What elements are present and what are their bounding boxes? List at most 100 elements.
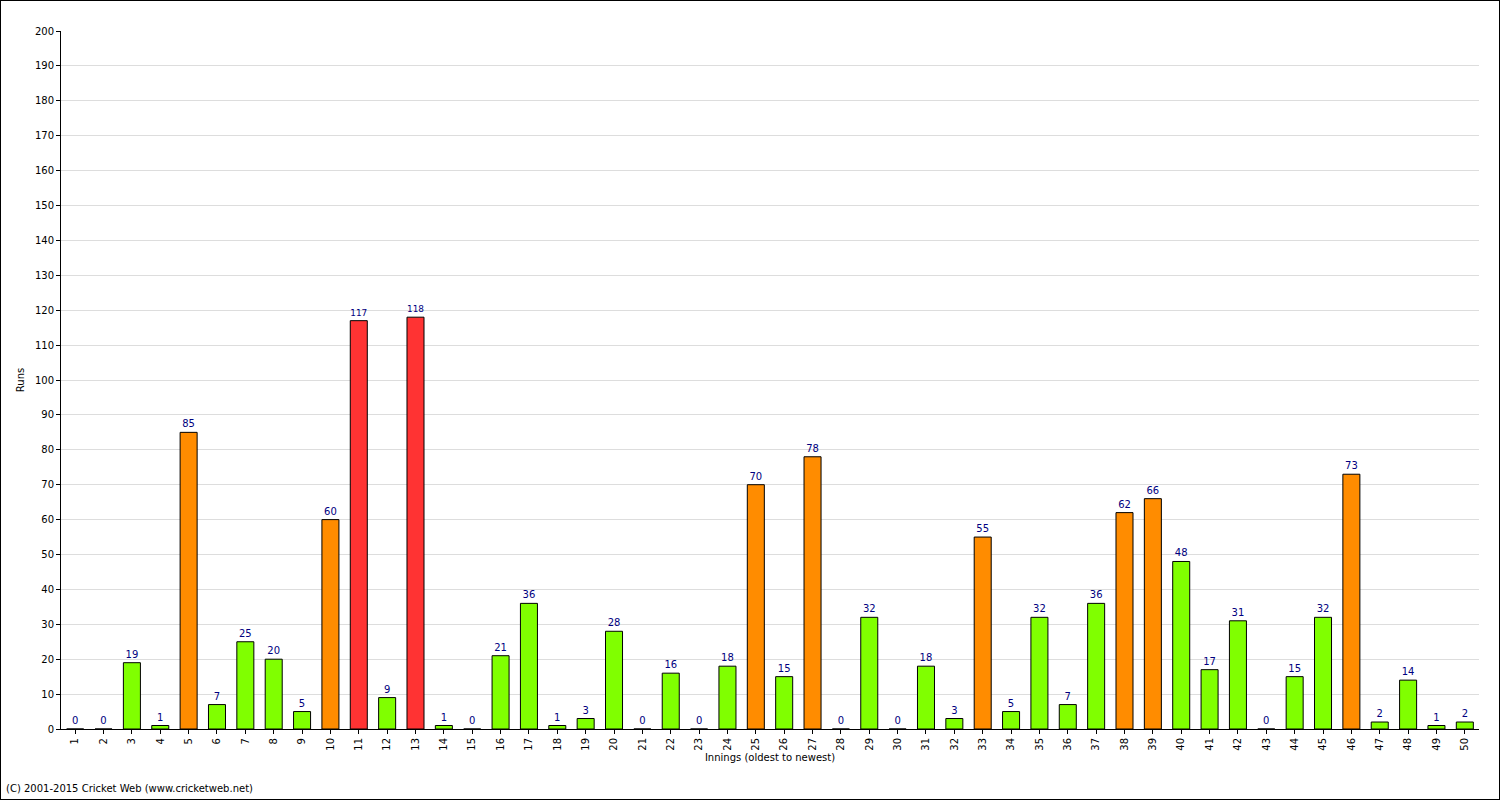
- svg-text:15: 15: [1288, 663, 1301, 674]
- svg-text:62: 62: [1118, 499, 1131, 510]
- svg-text:29: 29: [864, 738, 875, 751]
- svg-text:0: 0: [48, 724, 54, 735]
- svg-text:40: 40: [41, 584, 54, 595]
- svg-text:3: 3: [582, 705, 588, 716]
- svg-text:23: 23: [693, 738, 704, 751]
- svg-text:28: 28: [835, 738, 846, 751]
- svg-text:17: 17: [1203, 656, 1216, 667]
- svg-text:3: 3: [126, 738, 137, 744]
- svg-text:4: 4: [155, 738, 166, 744]
- svg-text:10: 10: [41, 689, 54, 700]
- svg-text:60: 60: [324, 506, 337, 517]
- svg-text:1: 1: [554, 712, 560, 723]
- svg-text:Innings (oldest to newest): Innings (oldest to newest): [705, 752, 835, 763]
- svg-text:0: 0: [1263, 715, 1269, 726]
- svg-text:8: 8: [268, 738, 279, 744]
- svg-text:13: 13: [410, 738, 421, 751]
- svg-text:33: 33: [977, 738, 988, 751]
- svg-text:24: 24: [722, 738, 733, 751]
- svg-text:25: 25: [239, 628, 252, 639]
- svg-text:2: 2: [1462, 708, 1468, 719]
- svg-text:26: 26: [778, 738, 789, 751]
- svg-text:66: 66: [1146, 485, 1159, 496]
- svg-text:170: 170: [35, 130, 54, 141]
- svg-text:17: 17: [523, 738, 534, 751]
- svg-text:12: 12: [381, 738, 392, 751]
- svg-text:0: 0: [894, 715, 900, 726]
- svg-text:110: 110: [35, 340, 54, 351]
- svg-text:18: 18: [721, 652, 734, 663]
- svg-text:32: 32: [1033, 603, 1046, 614]
- svg-text:200: 200: [35, 26, 54, 37]
- svg-text:48: 48: [1402, 738, 1413, 751]
- svg-text:180: 180: [35, 95, 54, 106]
- svg-text:15: 15: [466, 738, 477, 751]
- svg-text:118: 118: [407, 304, 424, 314]
- svg-text:90: 90: [41, 409, 54, 420]
- svg-text:45: 45: [1317, 738, 1328, 751]
- svg-text:3: 3: [951, 705, 957, 716]
- svg-text:140: 140: [35, 235, 54, 246]
- svg-text:70: 70: [749, 471, 762, 482]
- svg-text:2: 2: [1377, 708, 1383, 719]
- svg-text:36: 36: [1062, 738, 1073, 751]
- svg-text:19: 19: [126, 649, 139, 660]
- svg-text:46: 46: [1346, 738, 1357, 751]
- svg-text:15: 15: [778, 663, 791, 674]
- svg-text:5: 5: [1008, 698, 1014, 709]
- svg-text:78: 78: [806, 443, 819, 454]
- svg-text:20: 20: [608, 738, 619, 751]
- svg-text:0: 0: [838, 715, 844, 726]
- svg-text:(C) 2001-2015 Cricket Web (www: (C) 2001-2015 Cricket Web (www.cricketwe…: [6, 783, 253, 794]
- svg-text:25: 25: [750, 738, 761, 751]
- svg-text:7: 7: [214, 691, 220, 702]
- svg-text:32: 32: [863, 603, 876, 614]
- svg-text:43: 43: [1261, 738, 1272, 751]
- svg-text:1: 1: [157, 712, 163, 723]
- svg-text:130: 130: [35, 270, 54, 281]
- svg-text:10: 10: [325, 738, 336, 751]
- svg-text:41: 41: [1204, 738, 1215, 751]
- svg-text:40: 40: [1175, 738, 1186, 751]
- svg-text:49: 49: [1431, 738, 1442, 751]
- svg-text:20: 20: [41, 654, 54, 665]
- svg-text:21: 21: [494, 642, 507, 653]
- svg-text:47: 47: [1374, 738, 1385, 751]
- svg-text:1: 1: [69, 738, 80, 744]
- svg-text:100: 100: [35, 375, 54, 386]
- svg-text:20: 20: [267, 645, 280, 656]
- svg-text:6: 6: [211, 738, 222, 744]
- svg-text:32: 32: [949, 738, 960, 751]
- svg-text:32: 32: [1317, 603, 1330, 614]
- svg-text:73: 73: [1345, 460, 1358, 471]
- svg-text:34: 34: [1005, 738, 1016, 751]
- svg-text:7: 7: [1065, 691, 1071, 702]
- svg-text:50: 50: [41, 549, 54, 560]
- svg-text:0: 0: [100, 715, 106, 726]
- svg-text:117: 117: [350, 308, 367, 318]
- svg-text:39: 39: [1147, 738, 1158, 751]
- svg-text:120: 120: [35, 305, 54, 316]
- svg-text:5: 5: [183, 738, 194, 744]
- svg-text:190: 190: [35, 60, 54, 71]
- svg-text:14: 14: [438, 738, 449, 751]
- svg-text:38: 38: [1119, 738, 1130, 751]
- svg-text:0: 0: [639, 715, 645, 726]
- svg-text:2: 2: [98, 738, 109, 744]
- svg-text:19: 19: [580, 738, 591, 751]
- svg-text:1: 1: [441, 712, 447, 723]
- svg-text:14: 14: [1402, 666, 1415, 677]
- svg-text:7: 7: [240, 738, 251, 744]
- svg-text:30: 30: [41, 619, 54, 630]
- svg-text:60: 60: [41, 514, 54, 525]
- svg-text:0: 0: [72, 715, 78, 726]
- svg-text:18: 18: [552, 738, 563, 751]
- svg-text:35: 35: [1034, 738, 1045, 751]
- svg-text:50: 50: [1459, 738, 1470, 751]
- svg-text:48: 48: [1175, 547, 1188, 558]
- svg-text:16: 16: [664, 659, 677, 670]
- svg-text:21: 21: [637, 738, 648, 751]
- svg-text:0: 0: [696, 715, 702, 726]
- svg-text:85: 85: [182, 418, 195, 429]
- svg-text:42: 42: [1232, 738, 1243, 751]
